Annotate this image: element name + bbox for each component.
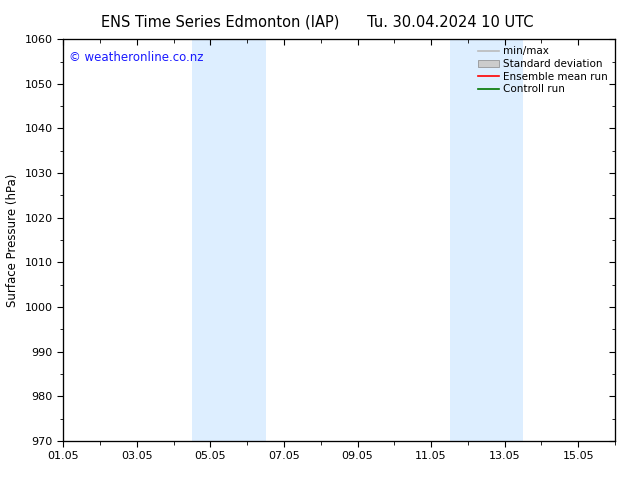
Legend: min/max, Standard deviation, Ensemble mean run, Controll run: min/max, Standard deviation, Ensemble me… <box>474 42 612 98</box>
Bar <box>229 39 266 441</box>
Bar <box>486 39 523 441</box>
Bar <box>450 39 486 441</box>
Bar <box>192 39 229 441</box>
Text: ENS Time Series Edmonton (IAP)      Tu. 30.04.2024 10 UTC: ENS Time Series Edmonton (IAP) Tu. 30.04… <box>101 15 533 30</box>
Text: © weatheronline.co.nz: © weatheronline.co.nz <box>69 51 204 64</box>
Y-axis label: Surface Pressure (hPa): Surface Pressure (hPa) <box>6 173 19 307</box>
